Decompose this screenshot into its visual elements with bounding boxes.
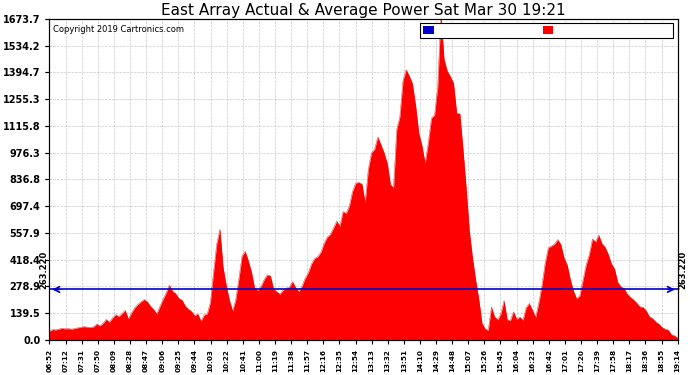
- Text: 263.220: 263.220: [40, 251, 49, 290]
- Text: 263.220: 263.220: [678, 251, 687, 290]
- Legend: Average  (DC Watts), East Array  (DC Watts): Average (DC Watts), East Array (DC Watts…: [420, 24, 673, 38]
- Text: Copyright 2019 Cartronics.com: Copyright 2019 Cartronics.com: [52, 26, 184, 34]
- Title: East Array Actual & Average Power Sat Mar 30 19:21: East Array Actual & Average Power Sat Ma…: [161, 3, 566, 18]
